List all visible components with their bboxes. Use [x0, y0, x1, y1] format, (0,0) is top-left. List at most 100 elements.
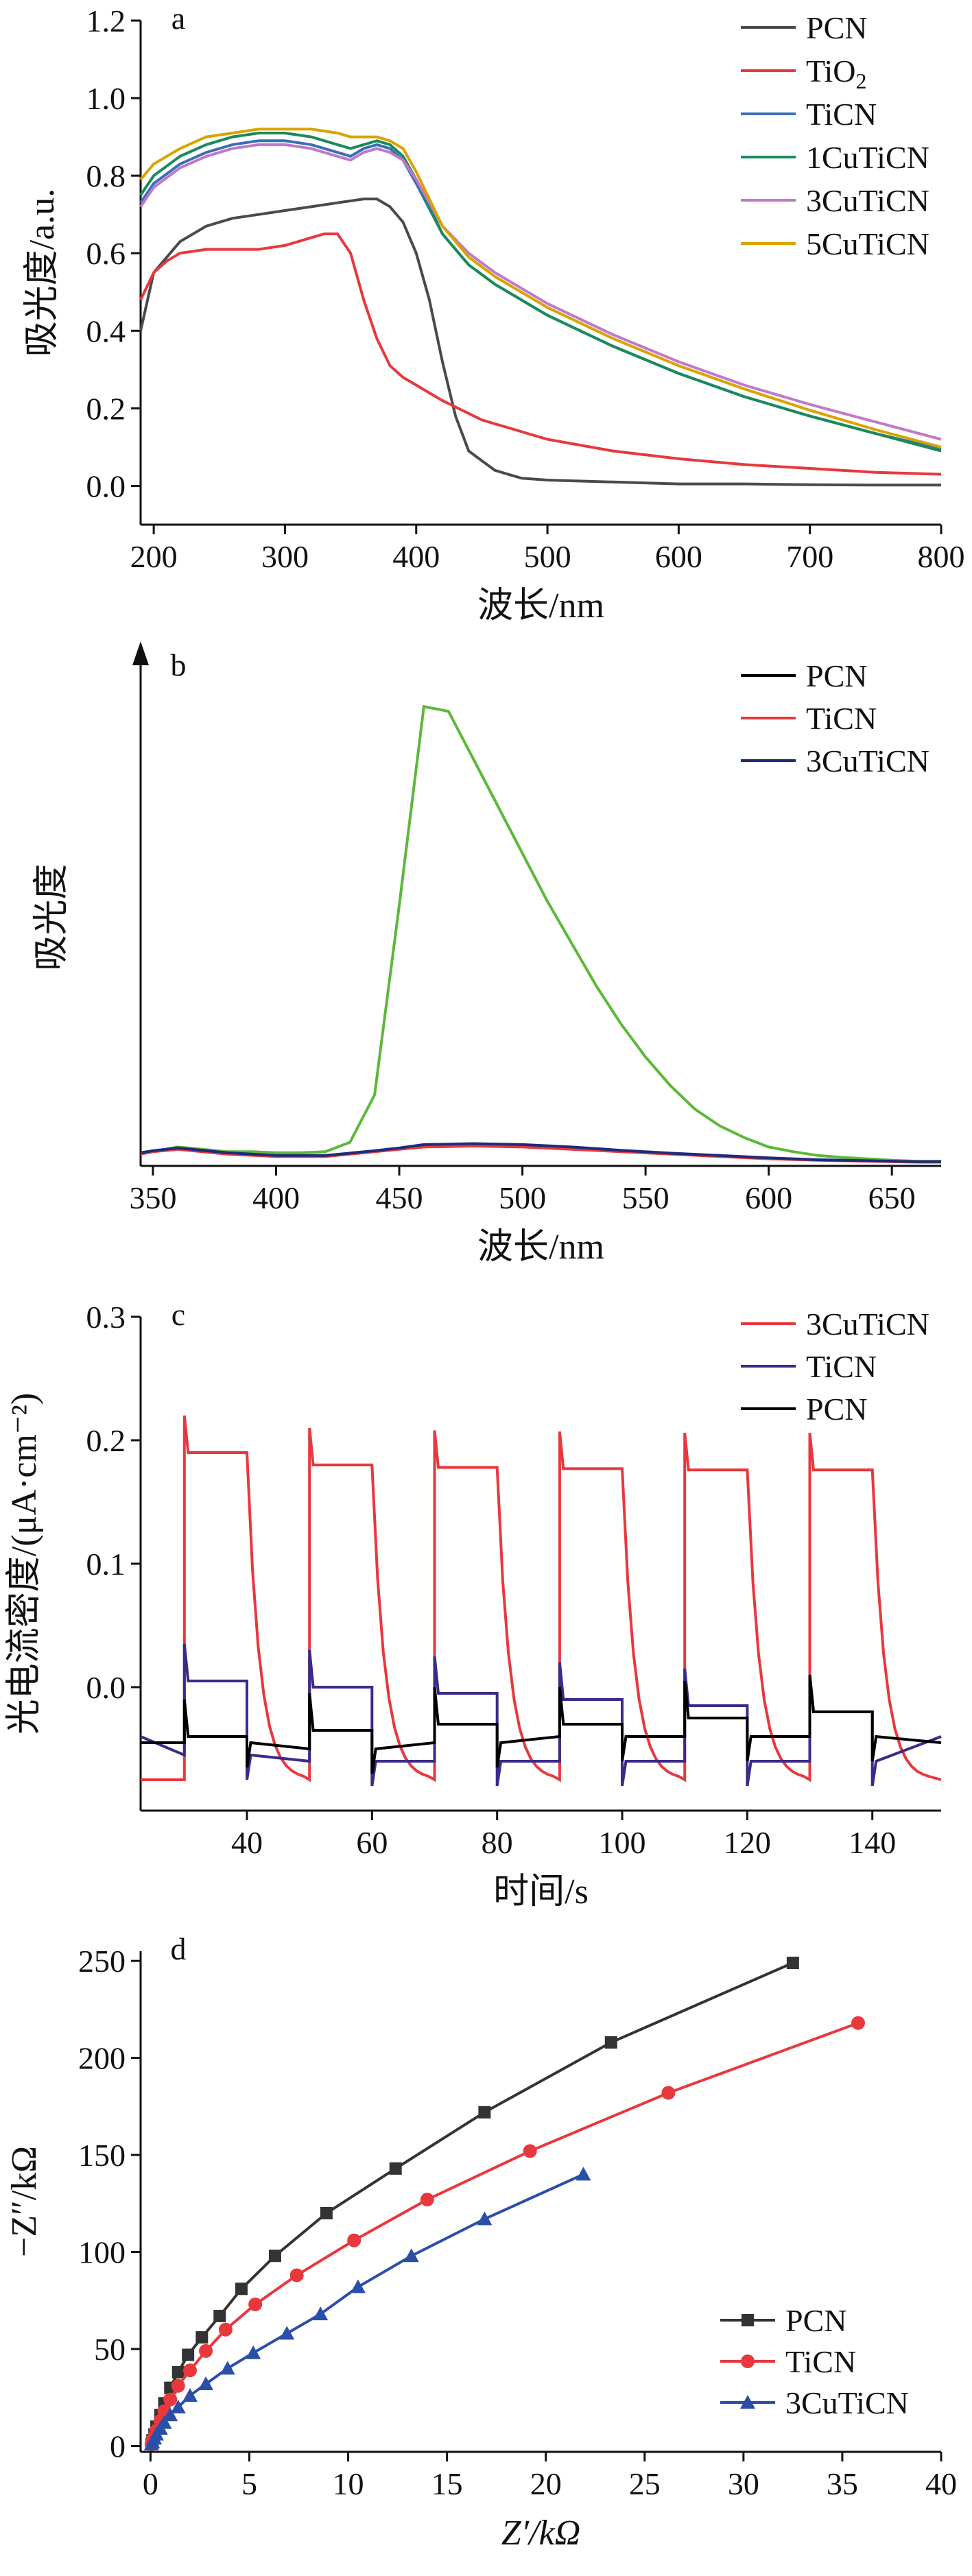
y-axis-label: −Z″/kΩ: [5, 2146, 44, 2257]
y-axis-arrow: [132, 641, 149, 665]
point-3cuticn: [220, 2361, 235, 2375]
point-ticn: [183, 2363, 198, 2378]
x-tick-label: 40: [231, 1825, 263, 1860]
x-axis-label: 波长/nm: [477, 1228, 604, 1267]
y-tick-label: 150: [78, 2138, 126, 2173]
series-pcn-line: [150, 1961, 794, 2445]
y-tick-label: 0.0: [86, 468, 126, 503]
point-ticn: [420, 2193, 434, 2207]
legend-label-5cuticn: 5CuTiCN: [806, 226, 929, 261]
x-tick-label: 20: [530, 2466, 562, 2501]
x-tick-label: 35: [827, 2466, 858, 2501]
point-3cuticn: [170, 2399, 186, 2413]
x-tick-label: 600: [745, 1180, 792, 1215]
x-tick-label: 450: [376, 1180, 423, 1215]
x-axis-label: Z′/kΩ: [501, 2514, 580, 2553]
x-tick-label: 10: [333, 2466, 364, 2501]
legend-label-3cuticn: 3CuTiCN: [806, 1307, 929, 1341]
x-tick-label: 0: [143, 2466, 158, 2501]
x-tick-label: 15: [431, 2466, 463, 2501]
point-3cuticn: [350, 2279, 366, 2293]
series-ticn-line: [150, 2021, 859, 2445]
legend: PCN TiCN 3CuTiCN: [741, 658, 929, 778]
y-axis-label: 吸光度: [32, 863, 71, 970]
x-tick-label: 400: [392, 539, 440, 574]
point-pcn: [171, 2365, 185, 2378]
legend-label-ticn: TiCN: [806, 97, 877, 132]
point-ticn: [347, 2233, 361, 2247]
point-3cuticn: [246, 2345, 261, 2359]
point-3cuticn: [156, 2415, 172, 2429]
chart-panel-c: c 40 60 80 100 120 140 0.0 0.1 0.2 0.3 时间/s 光电流密度/(μ…: [5, 1297, 942, 1911]
point-3cuticn: [477, 2211, 493, 2226]
point-pcn: [604, 2036, 617, 2049]
series-pcn-line: [141, 1674, 942, 1774]
x-tick-label: 400: [252, 1180, 300, 1215]
y-tick-label: 0.2: [86, 391, 126, 426]
y-tick-label: 0.0: [86, 1670, 126, 1705]
point-pcn: [389, 2162, 402, 2175]
legend-label-tio2: TiO2: [806, 53, 866, 93]
point-ticn: [199, 2344, 213, 2358]
x-tick-label: 120: [724, 1825, 771, 1860]
y-tick-label: 250: [78, 1944, 126, 1979]
x-tick-label: 30: [728, 2466, 759, 2501]
x-axis-label: 波长/nm: [477, 586, 604, 625]
series-tio2-line: [139, 232, 942, 476]
point-pcn: [235, 2282, 248, 2295]
series-3cuticn-line: [139, 143, 942, 441]
y-tick-label: 0.1: [86, 1547, 126, 1582]
y-tick-label: 0.4: [86, 313, 126, 348]
y-tick-label: 1.0: [86, 81, 126, 116]
x-tick-label: 650: [868, 1180, 916, 1215]
legend-marker: [740, 2395, 755, 2409]
y-axis-label: 吸光度/a.u.: [23, 189, 62, 357]
series-ticn-line: [140, 1643, 942, 1787]
point-pcn: [478, 2106, 491, 2119]
series-3cuticn-line: [150, 2173, 584, 2445]
legend: PCN TiO2 TiCN 1CuTiCN 3CuTiCN 5CuTiCN: [741, 10, 929, 261]
legend-label-pcn: PCN: [806, 1392, 867, 1427]
legend-label-ticn: TiCN: [785, 2344, 856, 2379]
x-tick-label: 600: [655, 539, 702, 574]
point-pcn: [195, 2331, 209, 2344]
chart-panel-a: a 200 300 400 500 600 700 800 0.0 0.2 0.4 0.6 0.8 1.0…: [23, 1, 965, 625]
point-ticn: [851, 2016, 865, 2030]
legend-label-pcn: PCN: [806, 10, 867, 45]
x-tick-label: 5: [241, 2466, 257, 2501]
x-tick-label: 350: [129, 1180, 176, 1215]
x-tick-label: 60: [356, 1825, 388, 1860]
point-ticn: [661, 2086, 676, 2100]
point-ticn: [218, 2322, 233, 2337]
y-tick-label: 50: [94, 2332, 126, 2367]
x-tick-label: 40: [925, 2466, 957, 2501]
point-pcn: [786, 1956, 799, 1969]
x-tick-label: 100: [599, 1825, 646, 1860]
point-pcn: [182, 2348, 195, 2361]
panel-label: b: [171, 647, 187, 682]
legend: PCN TiCN 3CuTiCN: [720, 2303, 909, 2420]
x-tick-label: 550: [622, 1180, 669, 1215]
y-tick-label: 200: [78, 2041, 126, 2076]
point-ticn: [171, 2378, 185, 2393]
x-tick-label: 700: [786, 539, 833, 574]
series-3cuticn-line: [140, 1142, 941, 1163]
x-tick-label: 500: [524, 539, 571, 574]
legend-marker: [742, 2314, 754, 2326]
x-tick-label: 500: [499, 1180, 546, 1215]
point-3cuticn: [279, 2326, 295, 2340]
legend-label-pcn: PCN: [806, 658, 867, 693]
chart-panel-d: d 0 5 10 15 20 25 30 35 40 0 50 100 150 200 250 Z′/kΩ −Z″…: [5, 1931, 957, 2553]
x-tick-label: 300: [261, 539, 309, 574]
legend: 3CuTiCN TiCN PCN: [741, 1307, 929, 1427]
y-tick-label: 0: [110, 2429, 126, 2464]
chart-panel-b: b 350 400 450 500 550 600 650 波长/nm 吸光度 PCN TiCN 3Cu…: [32, 641, 941, 1267]
legend-marker: [741, 2354, 755, 2368]
y-tick-label: 0.3: [86, 1300, 126, 1335]
x-tick-label: 800: [918, 539, 965, 574]
point-3cuticn: [576, 2167, 591, 2181]
series-pcn-line: [139, 198, 941, 487]
point-pcn: [320, 2206, 333, 2219]
point-3cuticn: [163, 2407, 178, 2422]
